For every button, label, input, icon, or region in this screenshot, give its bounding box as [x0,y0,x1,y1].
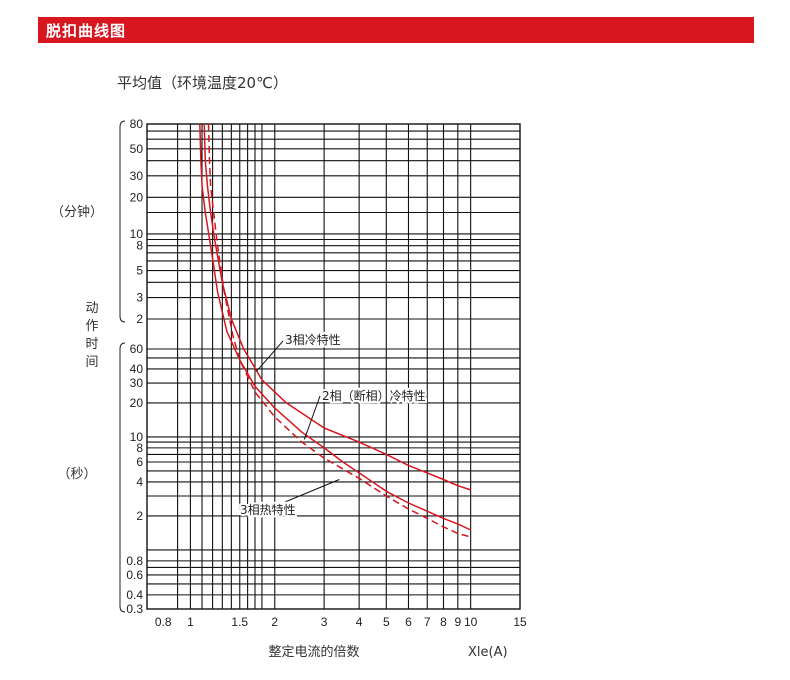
y-tick-label-minutes: 80 [130,117,144,131]
x-tick-label: 3 [321,615,328,629]
y-tick-label-minutes: 30 [130,169,144,183]
y-label-seconds: （秒） [57,467,96,482]
y-label-minutes: （分钟） [51,204,103,220]
x-tick-label: 7 [424,615,431,629]
chart-title: 平均值（环境温度20℃） [117,74,288,92]
minutes-bracket [119,120,126,323]
header-title: 脱扣曲线图 [46,22,127,40]
header-bar: 脱扣曲线图 [38,17,754,43]
y-tick-label-seconds: 2 [136,509,143,523]
y-tick-label-seconds: 30 [130,376,144,390]
y-tick-label-seconds: 8 [136,441,143,455]
series-line-2 [207,123,471,538]
x-tick-label: 5 [383,615,390,629]
y-tick-label-seconds: 60 [130,342,144,356]
x-tick-label: 2 [271,615,278,629]
y-tick-label-seconds: 0.8 [126,554,143,568]
series-line-0 [203,123,471,491]
annotation-leader [303,395,321,440]
y-tick-label-minutes: 8 [136,239,143,253]
x-tick-label: 8 [440,615,447,629]
x-axis-unit: Xle(A) [468,645,508,660]
y-tick-label-seconds: 10 [130,430,144,444]
seconds-bracket [119,342,126,613]
y-tick-label-seconds: 40 [130,362,144,376]
y-axis-label: 动作时间 [85,301,98,370]
annotation-leader [256,340,284,372]
y-tick-label-seconds: 0.6 [126,568,143,582]
annotation-label: 3相冷特性 [285,332,341,347]
annotation-label: 2相（断相）冷特性 [322,388,426,403]
y-tick-label-seconds: 0.4 [126,588,143,602]
x-tick-label: 0.8 [155,615,172,629]
x-tick-label: 6 [405,615,412,629]
y-tick-label-minutes: 3 [136,291,143,305]
x-tick-label: 10 [464,615,478,629]
y-tick-label-minutes: 5 [136,264,143,278]
annotation-label: 3相热特性 [240,502,296,517]
y-tick-label-minutes: 20 [130,190,144,204]
x-axis-label: 整定电流的倍数 [268,644,359,660]
series-line-1 [199,123,472,531]
y-tick-label-minutes: 10 [130,227,144,241]
y-tick-label-seconds: 20 [130,396,144,410]
x-tick-label: 1.5 [231,615,248,629]
y-tick-label-seconds: 6 [136,455,143,469]
y-tick-label-seconds: 4 [136,475,143,489]
y-tick-label-seconds: 0.3 [126,602,143,616]
annotation-leader [284,479,340,503]
y-tick-label-minutes: 2 [136,312,143,326]
x-tick-label: 1 [187,615,194,629]
x-tick-label: 4 [356,615,363,629]
x-tick-label: 15 [513,615,527,629]
x-tick-label: 9 [454,615,461,629]
y-tick-label-minutes: 50 [130,142,144,156]
